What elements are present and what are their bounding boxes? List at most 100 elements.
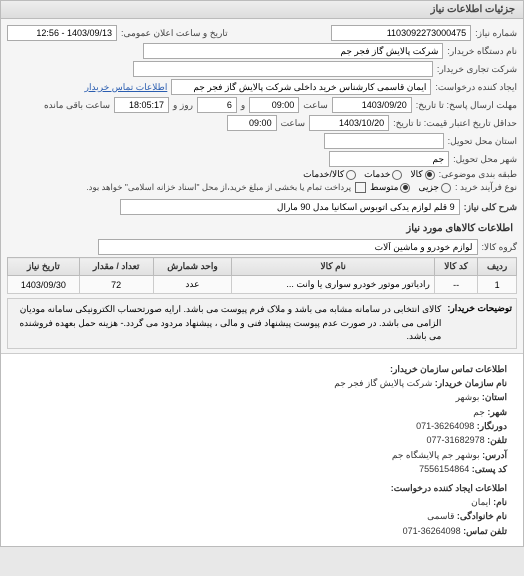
input-group[interactable]: [98, 239, 478, 255]
col-qty: تعداد / مقدار: [79, 258, 153, 276]
label-name: نام:: [493, 497, 507, 507]
label-contact-phone: تلفن تماس:: [463, 526, 507, 536]
buyer-explanation-row: توضیحات خریدار: کالای انتخابی در سامانه …: [7, 298, 517, 349]
creator-family-row: نام خانوادگی: قاسمی: [17, 509, 507, 523]
link-buyer-contact[interactable]: اطلاعات تماس خریدار: [85, 82, 168, 93]
label-buyer-info: شرکت تجاری خریدار:: [437, 64, 517, 75]
radio-kala[interactable]: کالا: [410, 169, 434, 180]
creator-section-title: اطلاعات ایجاد کننده درخواست:: [17, 481, 507, 495]
contact-postal-row: کد پستی: 7556154864: [17, 462, 507, 476]
input-request-no[interactable]: [331, 25, 471, 41]
input-validity-date[interactable]: [309, 115, 389, 131]
contact-section: اطلاعات تماس سازمان خریدار: نام سازمان خ…: [1, 353, 523, 547]
contact-fax-row: دورنگار: 36264098-071: [17, 419, 507, 433]
radio-jozi[interactable]: جزیی: [418, 182, 451, 193]
creator-phone-row: تلفن تماس: 36264098-071: [17, 524, 507, 538]
text-explain: کالای انتخابی در سامانه مشابه می باشد و …: [12, 303, 441, 344]
label-remain-unit: ساعت باقی مانده: [44, 100, 110, 111]
contact-address-row: آدرس: بوشهر جم پالایشگاه جم: [17, 448, 507, 462]
radio-dot-khadamat: [392, 170, 402, 180]
radio-dot-jozi: [441, 183, 451, 193]
input-announce[interactable]: [7, 25, 117, 41]
table-row[interactable]: 1 -- رادیاتور موتور خودرو سواری یا وانت …: [8, 276, 517, 294]
value-phone: 31682978-077: [427, 435, 485, 445]
input-remain-time[interactable]: [114, 97, 169, 113]
radio-group-subject: کالا خدمات کالا/خدمات: [303, 169, 434, 180]
value-postal: 7556154864: [419, 464, 469, 474]
main-panel: جزئیات اطلاعات نیاز شماره نیاز: تاریخ و …: [0, 0, 524, 547]
row-deadline: مهلت ارسال پاسخ: تا تاریخ: ساعت و روز و …: [7, 97, 517, 113]
goods-table: ردیف کد کالا نام کالا واحد شمارش تعداد /…: [7, 257, 517, 294]
value-name: ایمان: [471, 497, 491, 507]
label-deadline-time: ساعت: [303, 100, 328, 111]
label-c-city: شهر:: [487, 407, 507, 417]
label-fax: دورنگار:: [477, 421, 507, 431]
cell-qty: 72: [79, 276, 153, 294]
label-validity-time: ساعت: [281, 118, 306, 129]
radio-khadamat[interactable]: خدمات: [364, 169, 402, 180]
label-creator: ایجاد کننده درخواست:: [435, 82, 517, 93]
col-row: ردیف: [478, 258, 517, 276]
label-buyer-org: نام دستگاه خریدار:: [447, 46, 517, 57]
col-code: کد کالا: [434, 258, 477, 276]
contact-city-row: شهر: جم: [17, 405, 507, 419]
input-desc[interactable]: [120, 199, 460, 215]
label-group: گروه کالا:: [482, 242, 517, 253]
label-phone: تلفن:: [487, 435, 507, 445]
input-province[interactable]: [324, 133, 444, 149]
label-desc: شرح کلی نیاز:: [464, 202, 517, 213]
radio-motevasset[interactable]: متوسط: [370, 182, 410, 193]
row-province: استان محل تحویل:: [7, 133, 517, 149]
label-request-no: شماره نیاز:: [475, 28, 517, 39]
label-org: نام سازمان خریدار:: [435, 378, 507, 388]
contact-org-row: نام سازمان خریدار: شرکت پالایش گاز فجر ج…: [17, 376, 507, 390]
label-motevasset: متوسط: [370, 182, 398, 193]
cell-code: --: [434, 276, 477, 294]
label-kala-khadamat: کالا/خدمات: [303, 169, 344, 180]
radio-dot-motevasset: [400, 183, 410, 193]
input-deadline-time[interactable]: [249, 97, 299, 113]
col-unit: واحد شمارش: [153, 258, 232, 276]
input-deadline-date[interactable]: [332, 97, 412, 113]
contact-title: اطلاعات تماس سازمان خریدار:: [17, 362, 507, 376]
label-jozi: جزیی: [418, 182, 439, 193]
label-announce: تاریخ و ساعت اعلان عمومی:: [121, 28, 228, 39]
value-fax: 36264098-071: [416, 421, 474, 431]
input-creator[interactable]: [171, 79, 431, 95]
input-buyer-org[interactable]: [143, 43, 443, 59]
label-postal: کد پستی:: [472, 464, 507, 474]
checkbox-treasury[interactable]: [355, 182, 366, 193]
label-remain-day-prefix: و: [241, 100, 245, 111]
row-subject-class: طبقه بندی موضوعی: کالا خدمات کالا/خدمات: [7, 169, 517, 180]
input-city[interactable]: [329, 151, 449, 167]
cell-date: 1403/09/30: [8, 276, 80, 294]
label-kala: کالا: [410, 169, 422, 180]
goods-section-title: اطلاعات کالاهای مورد نیاز: [7, 221, 517, 236]
cell-name: رادیاتور موتور خودرو سواری یا وانت ...: [232, 276, 434, 294]
row-validity: حداقل تاریخ اعتبار قیمت: تا تاریخ: ساعت: [7, 115, 517, 131]
panel-body: شماره نیاز: تاریخ و ساعت اعلان عمومی: نا…: [1, 19, 523, 353]
value-c-province: بوشهر: [456, 392, 480, 402]
input-validity-time[interactable]: [227, 115, 277, 131]
label-province: استان محل تحویل:: [448, 136, 517, 147]
row-buyer-org: نام دستگاه خریدار:: [7, 43, 517, 59]
input-buyer-info[interactable]: [133, 61, 433, 77]
radio-kala-khadamat[interactable]: کالا/خدمات: [303, 169, 356, 180]
contact-province-row: استان: بوشهر: [17, 390, 507, 404]
value-address: بوشهر جم پالایشگاه جم: [392, 450, 480, 460]
label-deadline: مهلت ارسال پاسخ: تا تاریخ:: [416, 100, 517, 111]
label-family: نام خانوادگی:: [457, 511, 507, 521]
value-org: شرکت پالایش گاز فجر جم: [334, 378, 432, 388]
table-header-row: ردیف کد کالا نام کالا واحد شمارش تعداد /…: [8, 258, 517, 276]
label-c-province: استان:: [482, 392, 507, 402]
radio-dot-kala-khadamat: [346, 170, 356, 180]
row-buyer-info: شرکت تجاری خریدار:: [7, 61, 517, 77]
input-remain-day[interactable]: [197, 97, 237, 113]
col-name: نام کالا: [232, 258, 434, 276]
label-process: نوع فرآیند خرید :: [455, 182, 517, 193]
contact-phone-row: تلفن: 31682978-077: [17, 433, 507, 447]
radio-dot-kala: [425, 170, 435, 180]
row-request-no: شماره نیاز: تاریخ و ساعت اعلان عمومی:: [7, 25, 517, 41]
col-date: تاریخ نیاز: [8, 258, 80, 276]
row-creator: ایجاد کننده درخواست: اطلاعات تماس خریدار: [7, 79, 517, 95]
